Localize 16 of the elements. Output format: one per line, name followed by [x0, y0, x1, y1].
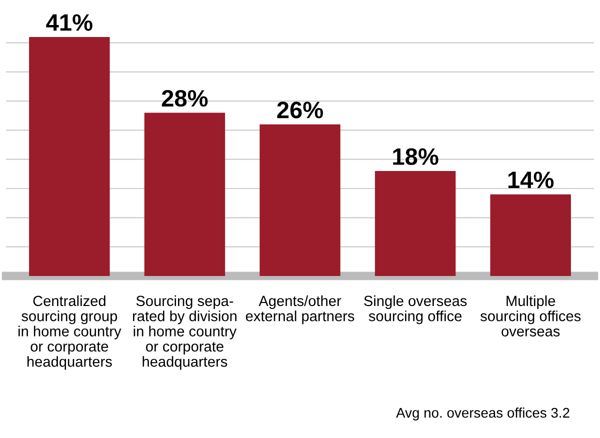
- bar: [29, 36, 110, 276]
- x-tick-label: Multiple sourcing offices overseas: [480, 295, 581, 336]
- x-tick-label: Agents/other external partners: [246, 295, 354, 324]
- data-label: 41%: [46, 14, 92, 31]
- bar: [490, 194, 571, 276]
- data-label: 14%: [508, 172, 554, 188]
- data-label: 26%: [277, 102, 324, 118]
- x-tick-label: Single overseas sourcing office: [364, 295, 467, 324]
- data-label: 18%: [393, 148, 438, 165]
- bar: [260, 124, 340, 276]
- bar: [374, 171, 456, 276]
- text: Avg no. overseas offices 3.2: [396, 408, 570, 420]
- bar: [144, 112, 226, 276]
- data-label: 28%: [162, 90, 208, 107]
- x-tick-label: Centralized sourcing group in home country or corporate headquarters: [18, 295, 122, 370]
- x-tick-label: Sourcing sepa- rated by division in home country or corporate headquarters: [132, 295, 237, 370]
